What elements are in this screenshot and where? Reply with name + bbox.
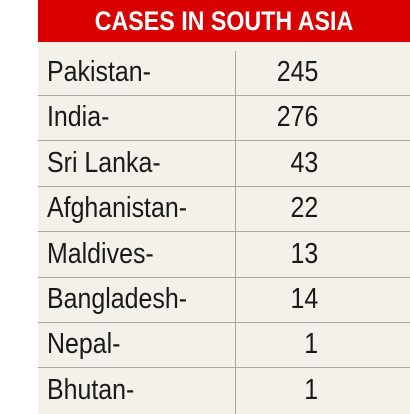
- table-row: Pakistan- 245: [38, 51, 410, 96]
- table-row: India- 276: [38, 96, 410, 142]
- country-label: India-: [47, 101, 110, 134]
- table-row: Bhutan- 1: [38, 369, 410, 414]
- country-label: Pakistan-: [47, 56, 151, 88]
- table-body: Pakistan- 245 India- 276 Sri Lanka- 43 Afghani…: [38, 51, 410, 414]
- table-row: Nepal- 1: [38, 323, 410, 369]
- row-divider: [38, 367, 410, 369]
- column-divider: [235, 51, 236, 414]
- country-label: Bhutan-: [47, 373, 135, 406]
- table-row: Afghanistan- 22: [38, 187, 410, 233]
- country-label: Afghanistan-: [47, 192, 188, 225]
- row-divider: [38, 95, 410, 96]
- row-divider: [38, 322, 410, 323]
- row-divider: [38, 140, 410, 142]
- case-count: 245: [276, 56, 318, 88]
- table-row: Bangladesh- 14: [38, 278, 410, 323]
- row-divider: [38, 231, 410, 233]
- country-label: Maldives-: [47, 237, 154, 270]
- cases-table-panel: CASES IN SOUTH ASIA Pakistan- 245 India- 27…: [38, 0, 410, 414]
- country-label: Sri Lanka-: [47, 146, 161, 179]
- case-count: 14: [290, 283, 318, 315]
- case-count: 276: [276, 101, 318, 134]
- table-title: CASES IN SOUTH ASIA: [64, 0, 384, 42]
- country-label: Nepal-: [47, 328, 121, 361]
- country-label: Bangladesh-: [47, 283, 188, 315]
- case-count: 22: [290, 192, 318, 225]
- case-count: 43: [290, 146, 318, 179]
- table-header: CASES IN SOUTH ASIA: [38, 0, 410, 42]
- case-count: 1: [304, 328, 318, 361]
- row-divider: [38, 185, 410, 187]
- table-row: Sri Lanka- 43: [38, 142, 410, 187]
- table-row: Maldives- 13: [38, 233, 410, 278]
- case-count: 1: [304, 373, 318, 406]
- row-divider: [38, 276, 410, 278]
- case-count: 13: [290, 237, 318, 270]
